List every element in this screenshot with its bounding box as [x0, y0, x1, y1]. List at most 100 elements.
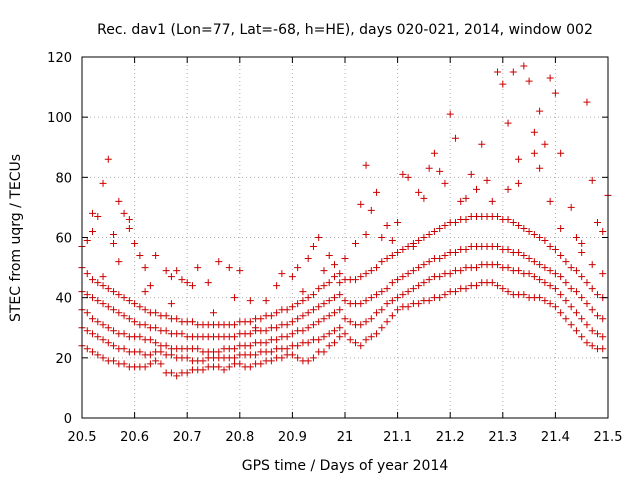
data-point	[399, 246, 407, 254]
data-point	[578, 240, 586, 248]
data-point	[367, 333, 375, 341]
data-point	[520, 291, 528, 299]
data-point	[525, 77, 533, 85]
data-point	[599, 345, 607, 353]
data-point	[530, 230, 538, 238]
data-point	[367, 294, 375, 302]
data-point	[578, 333, 586, 341]
data-point	[578, 249, 586, 257]
data-point	[315, 318, 323, 326]
data-point	[125, 215, 133, 223]
data-point	[399, 291, 407, 299]
data-point	[299, 312, 307, 320]
data-point	[546, 282, 554, 290]
data-point	[231, 333, 239, 341]
data-point	[409, 285, 417, 293]
data-point	[273, 282, 281, 290]
data-point	[404, 173, 412, 181]
data-point	[320, 300, 328, 308]
data-point	[304, 339, 312, 347]
data-point	[94, 297, 102, 305]
data-point	[367, 267, 375, 275]
data-point	[136, 348, 144, 356]
data-point	[99, 300, 107, 308]
data-point	[530, 149, 538, 157]
data-point	[231, 321, 239, 329]
data-point	[104, 324, 112, 332]
data-point	[120, 345, 128, 353]
data-point	[451, 288, 459, 296]
y-tick-label: 20	[55, 352, 72, 367]
data-point	[83, 327, 91, 335]
data-point	[473, 185, 480, 193]
data-point	[325, 312, 333, 320]
data-point	[362, 336, 370, 344]
data-point	[578, 273, 586, 281]
x-tick-label: 20.5	[68, 430, 97, 445]
data-point	[425, 297, 433, 305]
data-point	[304, 255, 312, 263]
data-point	[572, 309, 580, 317]
data-point	[536, 107, 544, 115]
data-point	[183, 279, 191, 287]
data-point	[357, 342, 365, 350]
x-tick-label: 21.3	[488, 430, 517, 445]
data-point	[246, 330, 254, 338]
data-point	[131, 300, 139, 308]
data-point	[436, 224, 444, 232]
data-point	[551, 285, 559, 293]
data-point	[120, 360, 128, 368]
data-point	[141, 321, 149, 329]
data-point	[415, 188, 423, 196]
data-point	[567, 264, 575, 272]
data-point	[357, 300, 365, 308]
data-point	[551, 270, 559, 278]
data-point	[583, 321, 591, 329]
data-point	[204, 279, 212, 287]
data-point	[599, 270, 607, 278]
data-point	[315, 336, 323, 344]
data-point	[567, 203, 575, 211]
data-point	[104, 339, 112, 347]
data-point	[415, 237, 423, 245]
x-tick-label: 21.5	[594, 430, 623, 445]
data-point	[515, 267, 523, 275]
data-point	[104, 303, 112, 311]
data-point	[599, 333, 607, 341]
data-point	[362, 297, 370, 305]
data-point	[409, 243, 417, 251]
data-point	[572, 267, 580, 275]
y-tick-label: 100	[47, 111, 72, 126]
data-point	[394, 218, 402, 226]
data-point	[304, 309, 312, 317]
data-point	[304, 294, 312, 302]
data-point	[562, 258, 570, 266]
data-point	[320, 348, 328, 356]
data-point	[357, 273, 365, 281]
data-point	[136, 333, 144, 341]
data-point	[515, 179, 523, 187]
data-point	[520, 62, 528, 70]
data-point	[173, 267, 181, 275]
data-point	[462, 194, 470, 202]
data-point	[288, 303, 296, 311]
data-point	[394, 306, 402, 314]
data-point	[120, 294, 128, 302]
data-point	[341, 315, 349, 323]
data-point	[462, 215, 470, 223]
data-point	[473, 264, 480, 272]
data-point	[115, 309, 123, 317]
data-point	[294, 342, 302, 350]
data-point	[415, 300, 423, 308]
data-point	[357, 321, 365, 329]
data-point	[520, 224, 528, 232]
data-point	[110, 288, 118, 296]
data-point	[525, 227, 533, 235]
data-point	[120, 312, 128, 320]
data-point	[388, 312, 396, 320]
data-point	[94, 351, 102, 359]
data-point	[110, 357, 118, 365]
data-point	[157, 348, 165, 356]
data-point	[215, 258, 223, 266]
